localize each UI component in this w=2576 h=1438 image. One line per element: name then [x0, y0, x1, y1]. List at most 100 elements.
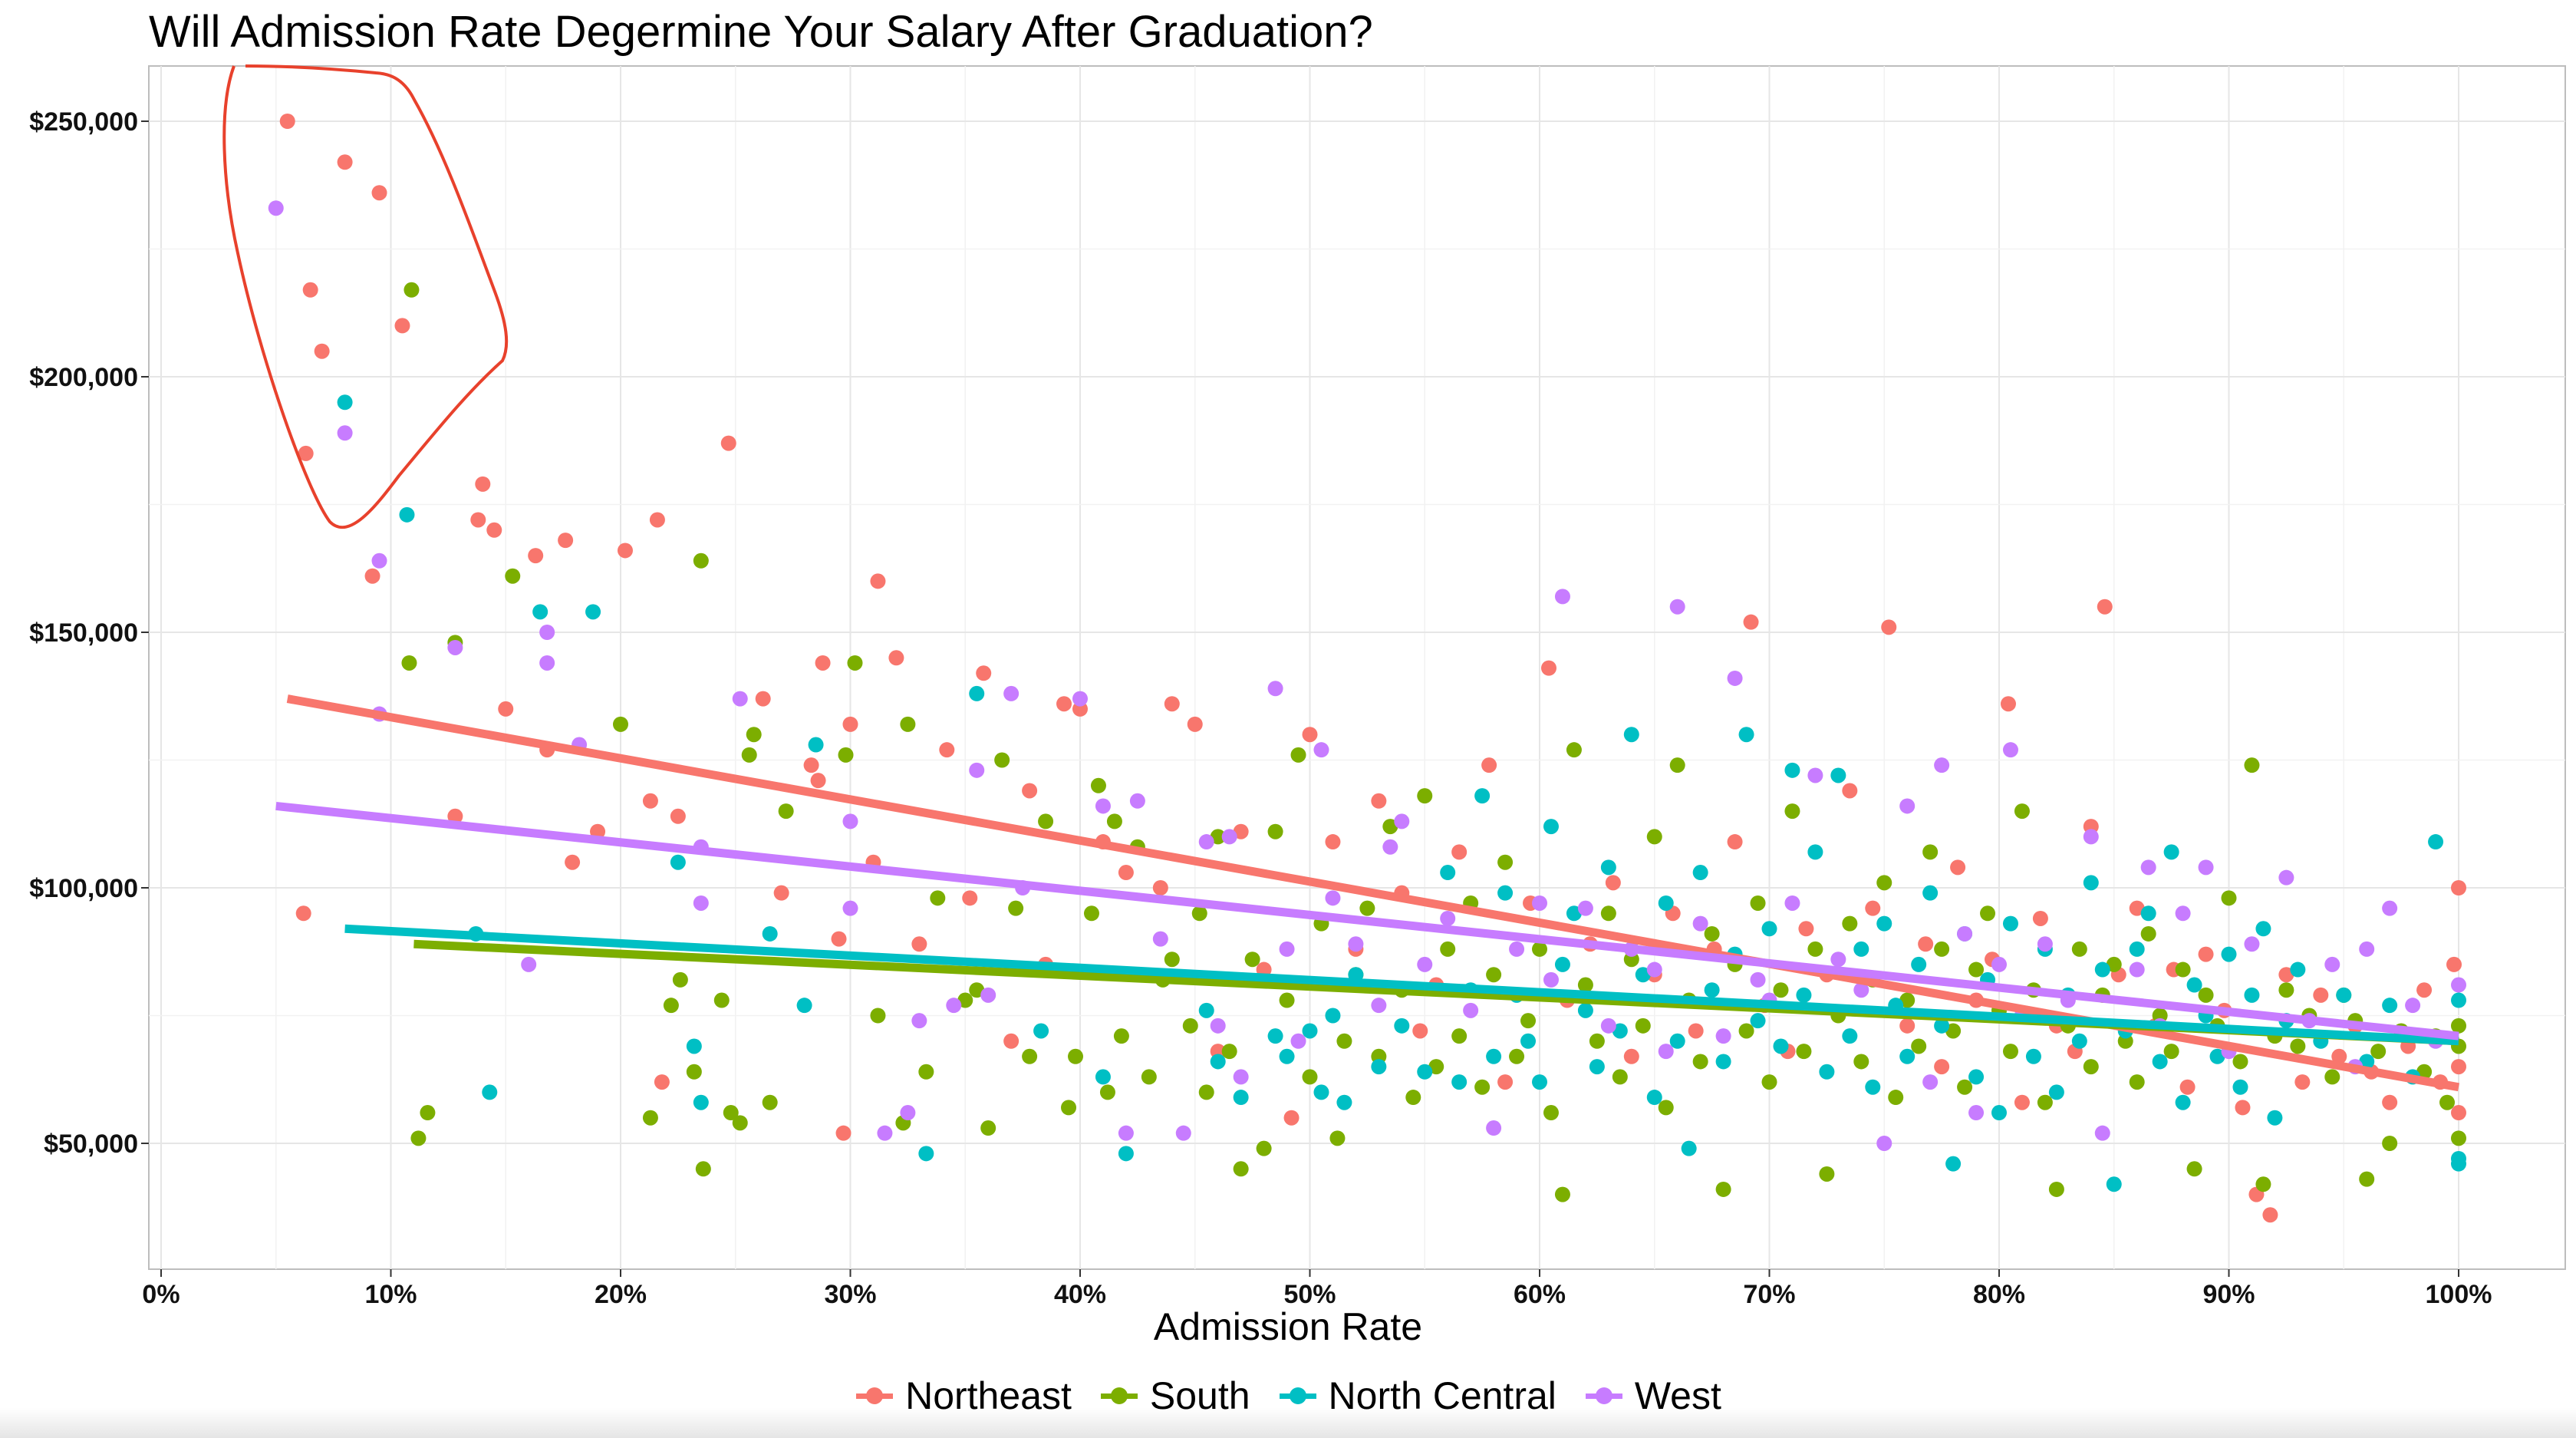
data-point-south	[1934, 941, 1950, 957]
data-point-south	[2232, 1054, 2248, 1070]
data-point-south	[1083, 905, 1099, 922]
data-point-south	[1382, 819, 1398, 835]
data-point-northeast	[803, 757, 819, 773]
data-point-north-central	[1486, 1048, 1502, 1064]
data-point-south	[1068, 1048, 1084, 1064]
data-point-west	[1348, 936, 1364, 952]
data-point-north-central	[1911, 956, 1927, 972]
data-point-west	[1198, 834, 1214, 850]
data-point-west	[1382, 839, 1398, 855]
data-point-west	[1003, 685, 1020, 701]
data-point-northeast	[888, 650, 904, 666]
data-point-northeast	[558, 533, 574, 549]
data-point-north-central	[1796, 987, 1812, 1003]
data-point-south	[1945, 1023, 1962, 1039]
data-point-northeast	[295, 905, 311, 922]
data-point-north-central	[1520, 1033, 1537, 1049]
legend-item-west: West	[1584, 1374, 1721, 1418]
data-point-south	[686, 1064, 702, 1080]
data-point-northeast	[1881, 619, 1897, 635]
data-point-west	[693, 895, 709, 911]
data-point-south	[930, 890, 946, 906]
data-point-south	[2290, 1038, 2306, 1054]
data-point-west	[447, 639, 463, 655]
data-point-north-central	[1600, 859, 1616, 876]
data-point-south	[1336, 1033, 1352, 1049]
legend: Northeast South North Central West	[0, 1374, 2576, 1418]
chart-title: Will Admission Rate Degermine Your Salar…	[149, 7, 1373, 57]
legend-label: North Central	[1328, 1374, 1556, 1417]
data-point-south	[1612, 1069, 1628, 1085]
data-point-northeast	[486, 522, 502, 538]
data-points	[268, 114, 2466, 1223]
data-point-north-central	[1474, 788, 1491, 804]
data-point-south	[2002, 1044, 2018, 1060]
data-point-south	[1486, 967, 1502, 983]
data-point-west	[371, 552, 387, 569]
data-point-south	[663, 998, 679, 1014]
data-point-north-central	[2175, 1094, 2191, 1110]
data-point-south	[957, 992, 973, 1008]
data-point-south	[1658, 1100, 1674, 1116]
data-point-west	[1394, 813, 1410, 829]
data-point-south	[1669, 757, 1685, 773]
data-point-north-central	[2002, 915, 2018, 932]
data-point-north-central	[1612, 1023, 1628, 1039]
data-point-northeast	[2416, 982, 2433, 998]
data-point-west	[900, 1105, 916, 1121]
data-point-north-central	[1440, 865, 1456, 881]
data-point-north-central	[1313, 1084, 1329, 1100]
data-point-west	[521, 956, 537, 972]
data-point-south	[672, 971, 688, 988]
data-point-west	[2037, 936, 2053, 952]
data-point-west	[877, 1125, 893, 1141]
data-point-north-central	[1968, 1069, 1985, 1085]
data-point-north-central	[2290, 961, 2306, 978]
data-point-south	[1876, 875, 1892, 891]
data-point-west	[1279, 941, 1295, 957]
data-point-northeast	[2000, 696, 2016, 712]
data-point-west	[1267, 681, 1283, 697]
data-point-northeast	[1371, 793, 1387, 809]
data-point-north-central	[1922, 885, 1939, 901]
data-point-south	[2416, 1064, 2433, 1080]
data-point-northeast	[528, 548, 544, 564]
data-point-west	[1968, 1105, 1985, 1121]
data-point-northeast	[337, 154, 353, 170]
data-point-south	[1853, 1054, 1869, 1070]
plot-panel	[148, 65, 2566, 1270]
data-point-northeast	[2313, 987, 2329, 1003]
data-point-south	[1267, 823, 1283, 839]
data-point-northeast	[617, 543, 633, 559]
data-point-northeast	[302, 282, 318, 298]
x-axis-title: Admission Rate	[1153, 1305, 1423, 1348]
data-point-north-central	[1394, 1017, 1410, 1034]
data-point-north-central	[1784, 762, 1800, 778]
data-point-south	[2439, 1094, 2456, 1110]
data-point-west	[1554, 589, 1570, 605]
data-point-west	[1290, 1033, 1306, 1049]
data-point-northeast	[1283, 1110, 1300, 1126]
data-point-northeast	[835, 1125, 852, 1141]
data-point-north-central	[762, 925, 778, 942]
data-point-south	[2451, 1017, 2466, 1034]
data-point-south	[1141, 1069, 1157, 1085]
y-tick-label: $50,000	[44, 1130, 138, 1159]
data-point-north-central	[1853, 941, 1869, 957]
y-tick-label: $100,000	[29, 874, 138, 903]
data-point-northeast	[2198, 946, 2214, 962]
data-point-south	[980, 1120, 996, 1136]
data-point-northeast	[498, 701, 514, 717]
data-point-south	[2163, 1044, 2179, 1060]
trend-lines	[275, 694, 2459, 1092]
x-tick-label: 60%	[1514, 1280, 1566, 1309]
data-point-west	[2359, 941, 2375, 957]
data-point-south	[1210, 829, 1226, 845]
data-point-south	[1543, 1105, 1559, 1121]
data-point-south	[1968, 961, 1985, 978]
data-point-south	[1980, 905, 1996, 922]
data-point-north-central	[1371, 1059, 1387, 1075]
data-point-north-central	[1033, 1023, 1049, 1039]
highlight-annotation	[222, 64, 509, 529]
data-point-west	[1957, 925, 1973, 942]
